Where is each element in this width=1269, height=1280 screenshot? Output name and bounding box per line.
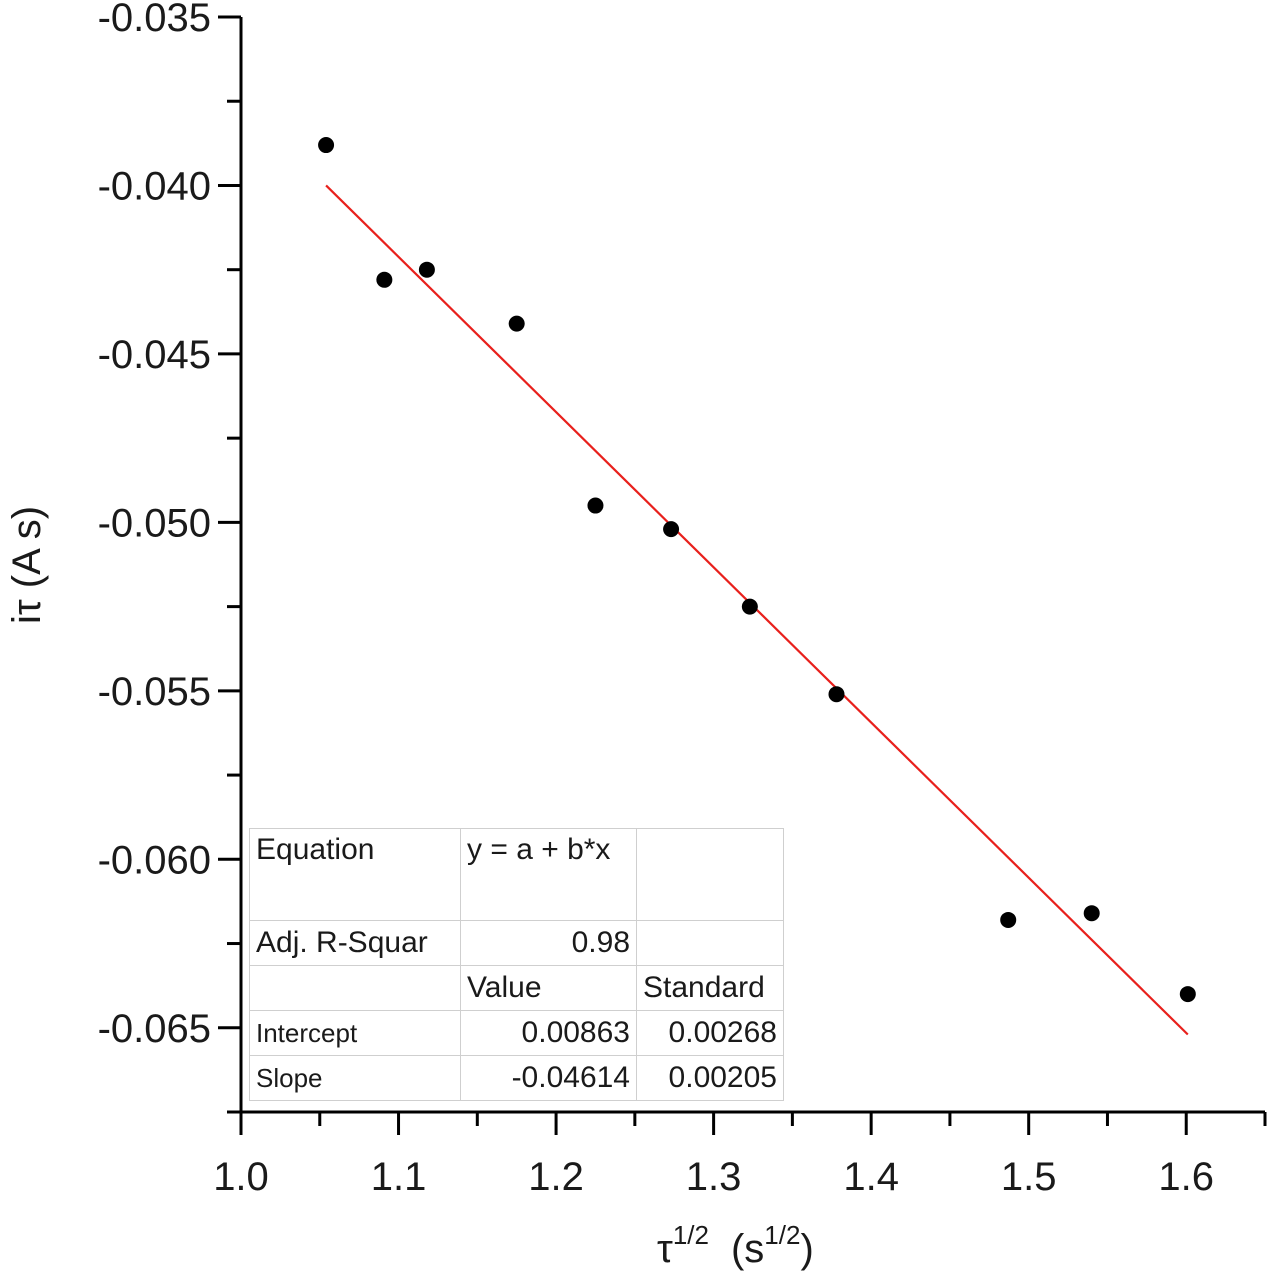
y-axis-ticks: -0.035 -0.040 -0.045 -0.050 -0.055 -0.060 -0.0… — [98, 0, 241, 1114]
r-squared-value: 0.98 — [460, 920, 637, 966]
x-axis-title-unit-close: ) — [800, 1227, 813, 1271]
slope-label: Slope — [249, 1055, 461, 1101]
data-point — [1179, 986, 1196, 1003]
r-squared-empty-cell — [636, 920, 784, 966]
data-points — [318, 137, 1196, 1003]
table-row-r-squared: Adj. R-Squar 0.98 — [249, 920, 784, 966]
intercept-std: 0.00268 — [636, 1010, 784, 1056]
intercept-label: Intercept — [249, 1010, 461, 1056]
data-point — [1083, 905, 1100, 922]
data-point — [663, 521, 680, 538]
y-tick-label: -0.065 — [98, 1007, 211, 1051]
x-tick-label: 1.4 — [843, 1155, 899, 1199]
y-tick-label: -0.060 — [98, 838, 211, 882]
table-row-intercept: Intercept 0.00863 0.00268 — [249, 1010, 784, 1056]
x-axis-title-unit: (s — [731, 1227, 764, 1271]
axes — [239, 17, 1265, 1114]
standard-header: Standard — [636, 965, 784, 1011]
data-point — [828, 686, 845, 703]
x-tick-label: 1.2 — [528, 1155, 584, 1199]
x-tick-label: 1.5 — [1001, 1155, 1057, 1199]
data-point — [587, 497, 604, 514]
equation-value: y = a + b*x — [460, 828, 637, 921]
data-point — [1000, 911, 1017, 928]
fit-results-table: Equation y = a + b*x Adj. R-Squar 0.98 V… — [249, 828, 784, 1101]
y-tick-label: -0.040 — [98, 164, 211, 208]
slope-value: -0.04614 — [460, 1055, 637, 1101]
y-tick-label: -0.045 — [98, 333, 211, 377]
table-row-slope: Slope -0.04614 0.00205 — [249, 1055, 784, 1101]
x-tick-label: 1.0 — [213, 1155, 269, 1199]
data-point — [508, 315, 525, 332]
x-tick-label: 1.1 — [371, 1155, 427, 1199]
x-axis-title-symbol: τ — [657, 1227, 673, 1271]
equation-empty-cell — [636, 828, 784, 921]
equation-label: Equation — [249, 828, 461, 921]
value-header: Value — [460, 965, 637, 1011]
y-tick-label: -0.050 — [98, 501, 211, 545]
data-point — [376, 271, 393, 288]
x-axis-title-symbol-sup: 1/2 — [673, 1220, 709, 1250]
table-row-header: Value Standard — [249, 965, 784, 1011]
x-axis-title: τ1/2 (s1/2) — [657, 1220, 814, 1271]
table-row-equation: Equation y = a + b*x — [249, 828, 784, 921]
intercept-value: 0.00863 — [460, 1010, 637, 1056]
data-point — [418, 261, 435, 278]
header-empty-cell — [249, 965, 461, 1011]
y-tick-label: -0.055 — [98, 670, 211, 714]
x-tick-label: 1.6 — [1158, 1155, 1214, 1199]
x-axis-title-unit-sup: 1/2 — [764, 1220, 800, 1250]
y-tick-label: -0.035 — [98, 0, 211, 40]
r-squared-label: Adj. R-Squar — [249, 920, 461, 966]
x-tick-label: 1.3 — [686, 1155, 742, 1199]
data-point — [318, 137, 335, 154]
data-point — [741, 598, 758, 615]
y-axis-title: iτ (A s) — [5, 506, 49, 624]
x-axis-ticks: 1.0 1.1 1.2 1.3 1.4 1.5 1.6 — [213, 1112, 1267, 1199]
slope-std: 0.00205 — [636, 1055, 784, 1101]
